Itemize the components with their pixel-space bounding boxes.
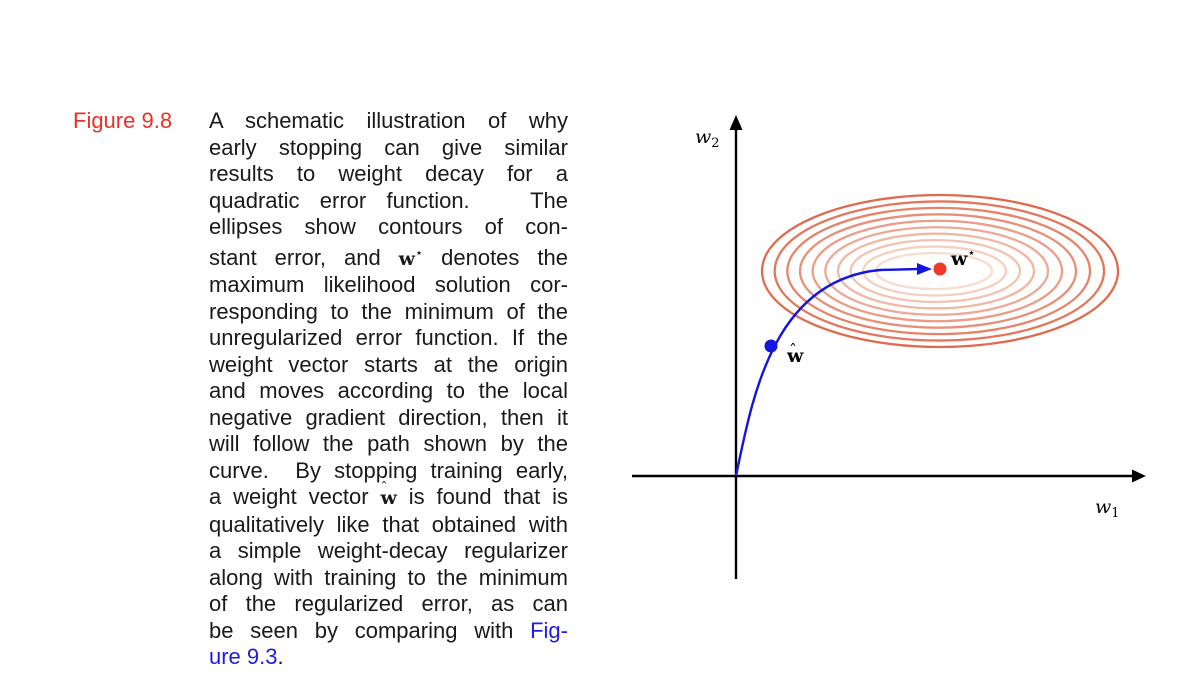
contour-ellipse <box>798 213 1078 329</box>
contour-ellipse <box>811 219 1064 323</box>
figure-ref-link-cont[interactable]: ure 9.3 <box>209 644 278 669</box>
optimum-symbol-inline-base: w <box>398 247 416 270</box>
x-axis-arrowhead <box>1132 469 1146 483</box>
optimum-symbol-inline: w⋆ <box>398 245 424 270</box>
optimum-label-base: w <box>950 248 968 270</box>
caption-line-16: qualitatively like that obtained with <box>209 511 568 537</box>
caption-line-4: quadratic error function. The <box>209 187 568 213</box>
contour-ellipse <box>786 206 1092 336</box>
x-axis-label-base: w <box>1095 496 1111 518</box>
caption-line-14: curve. By stopping training early, <box>209 457 568 483</box>
caption-line-7: maximum likelihood solution cor- <box>209 272 568 297</box>
figure-caption: A schematic illustration of why early st… <box>209 108 568 671</box>
early-stop-label: w <box>786 345 804 367</box>
caption-line-18: along with training to the minimum <box>209 564 568 590</box>
caption-line-17: a simple weight-decay regularizer <box>209 538 568 563</box>
y-axis-label-base: w <box>695 126 711 148</box>
caption-line-5: ellipses show contours of con- <box>209 214 568 239</box>
early-stop-label-hat: ˆ <box>789 341 797 360</box>
caption-line-19: of the regularized error, as can <box>209 591 568 616</box>
caption-line-10: weight vector starts at the origin <box>209 351 568 377</box>
contour-ellipse <box>773 200 1106 342</box>
contour-ellipse <box>849 238 1022 304</box>
caption-line-6: stant error, and w⋆ denotes the <box>209 241 568 273</box>
caption-line-20: be seen by comparing with Fig- <box>209 618 568 645</box>
y-axis-arrowhead <box>729 115 743 130</box>
optimum-point <box>933 262 947 276</box>
error-contours <box>760 193 1120 349</box>
caption-line-1: A schematic illustration of why <box>209 108 568 133</box>
caption-line-9: unregularized error function. If the <box>209 325 568 350</box>
early-stop-symbol-inline-base: w <box>380 487 397 509</box>
x-axis-label: w1 <box>1095 496 1120 521</box>
caption-line-6-text: stant error, and <box>209 244 381 270</box>
training-path-arrowhead <box>917 263 932 275</box>
caption-line-2: early stopping can give similar <box>209 134 568 160</box>
figure-label: Figure 9.8 <box>73 108 173 133</box>
caption-line-8: responding to the minimum of the <box>209 298 568 324</box>
caption-line-11: and moves according to the local <box>209 378 568 403</box>
caption-line-20-text: be seen by comparing with <box>209 617 514 643</box>
caption-line-3: results to weight decay for a <box>209 161 568 186</box>
optimum-label: w⋆ <box>950 246 976 270</box>
early-stop-point <box>764 339 778 353</box>
y-axis-label: w2 <box>695 126 720 151</box>
contour-ellipse <box>760 193 1120 349</box>
contour-ellipse <box>836 232 1036 310</box>
x-axis-label-sub: 1 <box>1111 506 1119 521</box>
caption-line-21: ure 9.3. <box>209 644 568 671</box>
optimum-symbol-inline-star: ⋆ <box>415 245 424 261</box>
caption-line-13: will follow the path shown by the <box>209 431 568 456</box>
contour-ellipse <box>824 226 1050 316</box>
caption-line-6-suffix: denotes the <box>441 244 568 270</box>
caption-line-12: negative gradient direction, then it <box>209 404 568 430</box>
optimum-label-star: ⋆ <box>967 246 975 261</box>
caption-end-period: . <box>277 644 284 669</box>
training-path-curve <box>734 267 919 477</box>
caption-line-15-text: a weight vector <box>209 484 369 509</box>
early-stop-symbol-inline-hat: ˆ <box>380 480 388 496</box>
caption-line-15-suffix: is found that is <box>408 484 568 509</box>
figure-ref-link[interactable]: Fig- <box>530 617 568 643</box>
contour-ellipse <box>862 245 1008 297</box>
y-axis-label-sub: 2 <box>711 136 719 151</box>
